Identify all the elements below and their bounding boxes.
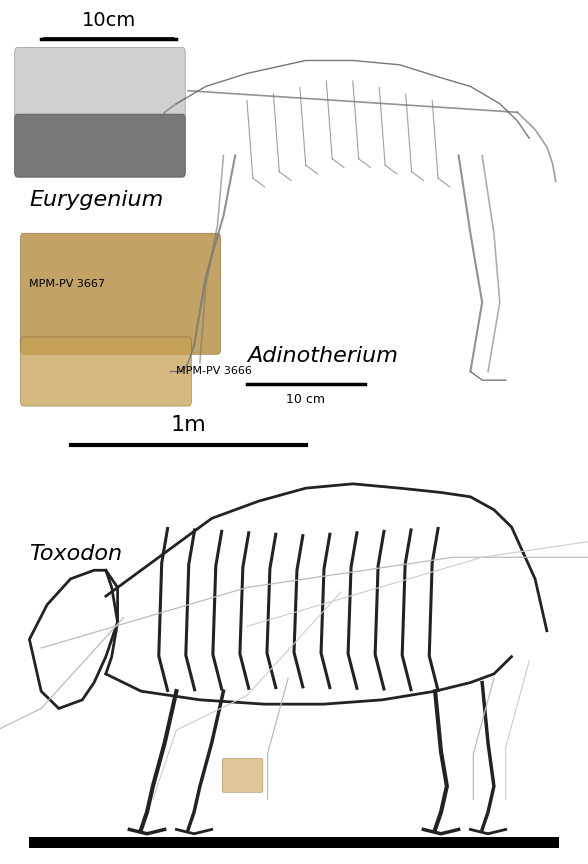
FancyBboxPatch shape (21, 233, 220, 354)
Text: MPM-PV 3667: MPM-PV 3667 (29, 279, 105, 289)
FancyBboxPatch shape (222, 759, 263, 792)
Text: MPM-PV 3666: MPM-PV 3666 (176, 365, 252, 376)
Polygon shape (29, 570, 118, 708)
Text: Eurygenium: Eurygenium (29, 190, 163, 210)
Text: 10cm: 10cm (82, 11, 136, 30)
Bar (29, 837, 559, 848)
Text: 1m: 1m (171, 416, 206, 435)
Text: 10 cm: 10 cm (286, 393, 325, 406)
Text: Adinotherium: Adinotherium (247, 346, 398, 365)
FancyBboxPatch shape (15, 48, 185, 177)
FancyBboxPatch shape (21, 337, 192, 406)
Text: Toxodon: Toxodon (29, 544, 122, 564)
FancyBboxPatch shape (15, 114, 185, 177)
